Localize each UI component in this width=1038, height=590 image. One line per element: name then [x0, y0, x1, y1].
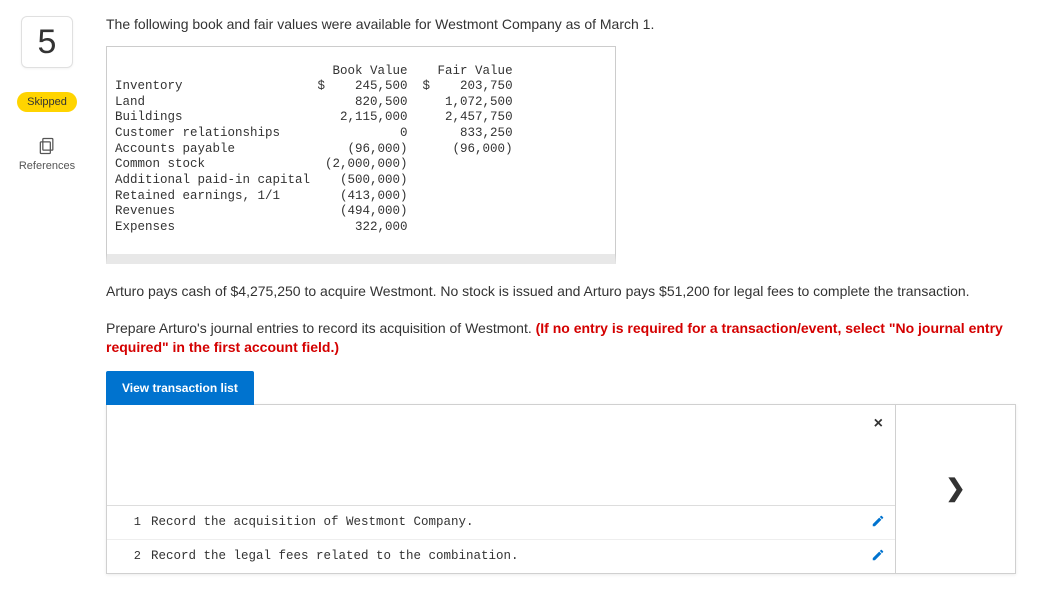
transaction-list: 1 Record the acquisition of Westmont Comp…: [107, 505, 895, 573]
transaction-number: 2: [117, 549, 141, 563]
transaction-number: 1: [117, 515, 141, 529]
next-transaction-button[interactable]: ❯: [895, 405, 1015, 573]
paragraph-instructions: Prepare Arturo's journal entries to reco…: [106, 319, 1016, 357]
transaction-row[interactable]: 2 Record the legal fees related to the co…: [107, 539, 895, 573]
transaction-description: Record the legal fees related to the com…: [151, 549, 871, 563]
references-button[interactable]: References: [19, 136, 75, 172]
skipped-badge: Skipped: [17, 92, 77, 112]
values-table: Book Value Fair Value Inventory $ 245,50…: [106, 46, 616, 264]
pencil-icon: [871, 514, 885, 531]
chevron-right-icon: ❯: [945, 474, 965, 503]
copy-icon: [37, 136, 57, 156]
transaction-row[interactable]: 1 Record the acquisition of Westmont Comp…: [107, 506, 895, 539]
view-transaction-list-button[interactable]: View transaction list: [106, 371, 254, 405]
paragraph-cash: Arturo pays cash of $4,275,250 to acquir…: [106, 282, 1016, 301]
intro-text: The following book and fair values were …: [106, 16, 1016, 32]
pencil-icon: [871, 548, 885, 565]
references-label: References: [19, 160, 75, 172]
question-number-box[interactable]: 5: [21, 16, 73, 68]
values-table-body: Book Value Fair Value Inventory $ 245,50…: [115, 64, 607, 236]
question-number: 5: [38, 23, 57, 62]
transaction-description: Record the acquisition of Westmont Compa…: [151, 515, 871, 529]
transaction-panel: × 1 Record the acquisition of Westmont Co…: [106, 404, 1016, 574]
close-icon[interactable]: ×: [874, 415, 883, 433]
